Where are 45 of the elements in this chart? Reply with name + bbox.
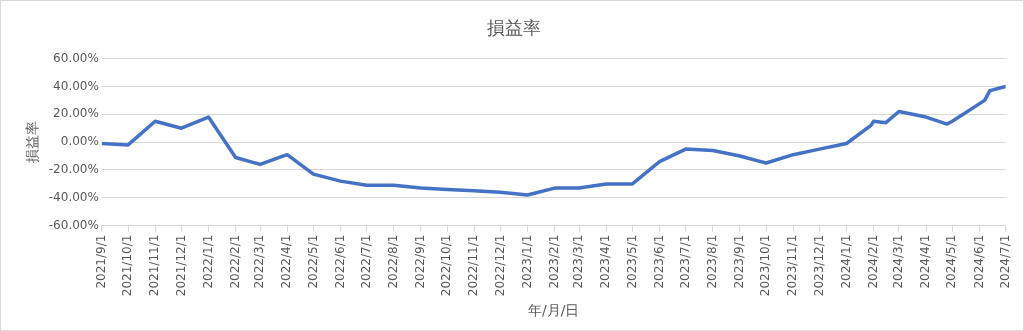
x-tick-label: 2022/3/1	[252, 234, 267, 289]
x-tick-label: 2022/4/1	[279, 234, 294, 289]
x-tick-label: 2024/4/1	[918, 234, 933, 289]
y-tick-label: 40.00%	[53, 78, 99, 93]
x-tick-label: 2022/9/1	[413, 234, 428, 289]
y-tick-label: 20.00%	[53, 106, 99, 121]
y-tick-label: -40.00%	[48, 189, 99, 204]
y-tick-label: -20.00%	[48, 162, 99, 177]
x-tick-label: 2021/11/1	[147, 234, 162, 297]
x-tick-label: 2022/10/1	[439, 234, 454, 297]
x-tick-label: 2023/2/1	[546, 234, 561, 289]
x-tick-label: 2023/8/1	[704, 234, 719, 289]
x-tick-label: 2024/7/1	[997, 234, 1012, 289]
x-tick-label: 2024/3/1	[891, 234, 906, 289]
x-tick-label: 2021/9/1	[94, 234, 109, 289]
x-tick-label: 2022/1/1	[200, 234, 215, 289]
y-tick-label: 0.00%	[60, 134, 99, 149]
x-tick-label: 2023/6/1	[651, 234, 666, 289]
y-axis-title: 損益率	[24, 121, 41, 164]
x-tick-label: 2023/11/1	[785, 234, 800, 297]
x-tick-label: 2022/7/1	[358, 234, 373, 289]
x-tick-label: 2022/5/1	[305, 234, 320, 289]
x-tick-label: 2022/8/1	[385, 234, 400, 289]
x-tick-label: 2023/1/1	[519, 234, 534, 289]
x-tick-label: 2023/10/1	[758, 234, 773, 297]
x-tick-label: 2023/4/1	[598, 234, 613, 289]
x-tick-label: 2022/11/1	[466, 234, 481, 297]
x-tick-label: 2023/9/1	[732, 234, 747, 289]
y-tick-label: 60.00%	[53, 50, 99, 65]
x-axis-title: 年/月/日	[528, 302, 580, 319]
x-tick-label: 2022/12/1	[492, 234, 507, 297]
x-tick-label: 2023/5/1	[624, 234, 639, 289]
x-tick-label: 2022/6/1	[332, 234, 347, 289]
x-tick-label: 2024/5/1	[944, 234, 959, 289]
x-tick-label: 2023/7/1	[677, 234, 692, 289]
x-tick-label: 2021/10/1	[120, 234, 135, 297]
x-tick-label: 2023/12/1	[811, 234, 826, 297]
x-tick-label: 2021/12/1	[173, 234, 188, 297]
x-tick-label: 2023/3/1	[571, 234, 586, 289]
x-tick-label: 2022/2/1	[227, 234, 242, 289]
x-tick-label: 2024/2/1	[865, 234, 880, 289]
y-tick-label: -60.00%	[48, 217, 99, 232]
chart-title: 損益率	[487, 17, 541, 39]
x-tick-label: 2024/6/1	[971, 234, 986, 289]
x-tick-label: 2024/1/1	[838, 234, 853, 289]
